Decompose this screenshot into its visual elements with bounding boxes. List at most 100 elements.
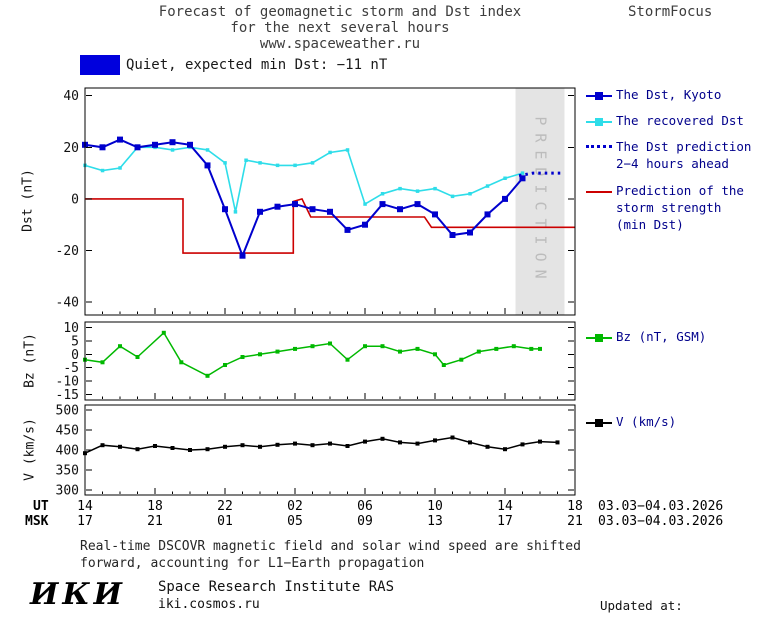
marker-recovered_dst [415,189,420,193]
marker-solar_wind_v [398,440,402,445]
footnote: Real-time DSCOVR magnetic field and sola… [80,538,581,572]
marker-dst_kyoto [292,201,298,208]
x-tick-label-ut: 18 [147,499,163,514]
marker-recovered_dst [205,148,210,152]
x-tick-label-msk: 17 [497,514,513,529]
x-tick-label-msk: 13 [427,514,443,529]
marker-bz_gsm [538,346,542,351]
marker-recovered_dst [398,186,402,191]
y-tick-label: -20 [56,244,79,259]
marker-solar_wind_v [275,442,280,447]
marker-bz_gsm [328,341,332,346]
legend-item-bz: Bz (nT, GSM) [586,328,706,345]
x-axis-msk-row: MSK 03.03−04.03.2026 17 21 01 05 09 13 17 21 [0,514,760,529]
x-tick-label-msk: 21 [147,514,163,529]
marker-bz_gsm [118,344,122,349]
marker-bz_gsm [415,346,420,351]
legend-item-dst-prediction: The Dst prediction 2−4 hours ahead [586,138,751,172]
marker-solar_wind_v [118,444,122,449]
marker-bz_gsm [398,349,402,354]
marker-dst_kyoto [274,203,281,210]
status-quiet-swatch [80,55,120,75]
marker-dst_kyoto [414,201,421,208]
y-tick-label: -10 [56,375,79,390]
ut-label: UT [33,499,49,514]
marker-solar_wind_v [485,444,490,449]
prediction-band [515,88,565,315]
marker-solar_wind_v [538,439,542,444]
marker-recovered_dst [433,186,437,191]
x-tick-label-msk: 09 [357,514,373,529]
forecast-chart: PREDICTION40200-20-401050-5-10-155004504… [56,87,576,499]
legend-line: The Dst prediction [586,138,751,155]
marker-bz_gsm [380,344,385,349]
y-tick-label: 40 [63,89,79,104]
recovered-dst-swatch-icon [586,117,612,126]
marker-solar_wind_v [205,447,210,452]
marker-bz_gsm [310,344,315,349]
page-title: Forecast of geomagnetic storm and Dst in… [158,4,522,20]
x-axis-ut-row: UT 03.03−04.03.2026 14 18 22 02 06 10 14 18 [0,499,760,514]
x-tick-label-msk: 05 [287,514,303,529]
legend-label: storm strength [616,200,722,215]
panel-frame [84,321,576,401]
marker-dst_kyoto [134,144,141,151]
marker-bz_gsm [179,360,184,365]
marker-recovered_dst [310,161,315,165]
series-storm_strength [85,197,575,254]
marker-bz_gsm [511,344,516,349]
msk-date-range: 03.03−04.03.2026 [598,514,724,529]
marker-bz_gsm [441,363,446,367]
marker-recovered_dst [328,150,332,155]
v-axis-label: V (km/s) [22,418,38,481]
x-tick-label-ut: 22 [217,499,233,514]
marker-dst_kyoto [117,136,123,143]
y-tick-label: 500 [56,403,79,418]
legend-label: Bz (nT, GSM) [616,329,707,344]
footnote-line: Real-time DSCOVR magnetic field and sola… [80,539,581,554]
series-solar_wind_v [84,436,558,454]
marker-bz_gsm [345,357,350,362]
marker-recovered_dst [258,161,262,165]
marker-dst_kyoto [169,139,176,146]
marker-recovered_dst [170,148,175,152]
legend-item-recovered-dst: The recovered Dst [586,112,744,129]
y-tick-label: -5 [63,361,79,376]
marker-dst_kyoto [344,226,351,233]
storm-strength-swatch-icon [586,187,612,196]
marker-recovered_dst [244,158,248,162]
marker-recovered_dst [223,161,227,165]
x-tick-label-ut: 02 [287,499,303,514]
dst-prediction-swatch-icon [586,143,612,152]
legend-item-storm-strength: Prediction of the storm strength (min Ds… [586,182,744,233]
legend-item-dst-kyoto: The Dst, Kyoto [586,86,721,103]
marker-bz_gsm [161,330,166,335]
legend-label: V (km/s) [616,414,677,429]
marker-dst_kyoto [187,141,193,148]
x-tick-label-msk: 21 [567,514,583,529]
marker-solar_wind_v [223,444,227,449]
marker-solar_wind_v [310,443,315,448]
marker-recovered_dst [503,176,507,180]
marker-bz_gsm [223,363,227,367]
x-tick-label-ut: 14 [497,499,513,514]
marker-solar_wind_v [468,440,472,445]
marker-bz_gsm [529,346,534,351]
prediction-band-label: PREDICTION [532,116,550,286]
y-tick-label: 5 [71,334,79,349]
marker-solar_wind_v [258,444,262,449]
legend-label: The Dst, Kyoto [616,87,722,102]
y-tick-label: 350 [56,464,79,479]
marker-recovered_dst [100,168,105,173]
marker-recovered_dst [380,192,385,196]
marker-solar_wind_v [135,447,140,452]
y-tick-label: 0 [71,192,79,207]
marker-recovered_dst [468,192,472,196]
y-tick-label: 20 [63,141,79,156]
marker-bz_gsm [135,355,140,359]
panel-frame [84,87,576,316]
legend-label: (min Dst) [616,217,684,232]
marker-solar_wind_v [153,444,157,448]
site-url: www.spaceweather.ru [259,36,421,52]
marker-solar_wind_v [100,443,105,448]
